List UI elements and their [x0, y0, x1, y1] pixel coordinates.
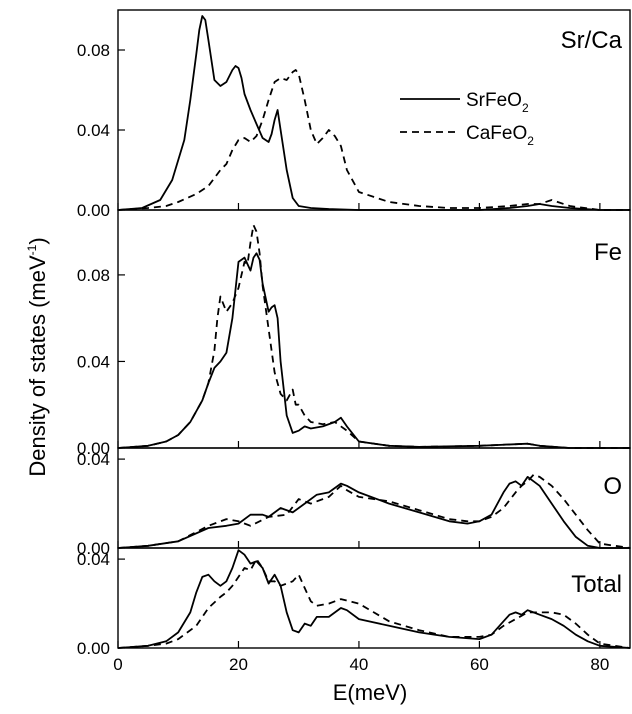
x-axis: 0 20 40 60 80 [113, 655, 609, 674]
panel-frame-sr-ca [117, 9, 631, 211]
series-line-dashed-o [117, 473, 631, 549]
series-line-dashed-sr-ca [117, 69, 630, 211]
panel-fe: 0.00 0.04 0.08 Fe [77, 209, 631, 458]
panel-o: 0.00 0.04 O [77, 447, 631, 558]
y-tick-label-fe: 0.04 [77, 352, 110, 371]
y-tick-label-o: 0.04 [77, 450, 110, 469]
panel-total: 0.00 0.04 Total [77, 547, 631, 658]
y-tick-label-fe: 0.08 [77, 266, 110, 285]
panel-frame-total [117, 547, 631, 649]
y-tick-label-sr-ca: 0.08 [77, 41, 110, 60]
panels-group: 0.000.040.08 Sr/Ca0.000.040.08Fe0.000.04O… [77, 9, 631, 658]
panel-label-o: O [603, 473, 622, 500]
series-line-solid-fe [117, 252, 630, 449]
legend-label-cafeo2: CaFeO2 [466, 123, 534, 148]
series-line-solid-sr-ca [117, 15, 630, 211]
series-line-dashed-total [117, 558, 631, 649]
x-tick-label: 0 [113, 655, 122, 674]
x-axis-title: E(meV) [333, 680, 408, 705]
y-tick-label-total: 0.00 [77, 639, 110, 658]
y-tick-label-o: 0.00 [77, 539, 110, 558]
y-tick-label-fe: 0.00 [77, 439, 110, 458]
panel-sr-ca: 0.00 0.04 0.08 Sr/Ca [77, 9, 631, 220]
panel-label-sr-ca: Sr/Ca [561, 27, 623, 54]
y-axis-title-close: ) [25, 237, 50, 244]
legend-label-srfeo2: SrFeO2 [466, 90, 529, 115]
y-axis-title: Density of states (meV-1) [25, 237, 50, 476]
y-tick-label-total: 0.04 [77, 550, 110, 569]
series-line-solid-o [117, 476, 630, 549]
x-tick-label: 40 [349, 655, 368, 674]
x-tick-label: 60 [470, 655, 489, 674]
legend: SrFeO2 CaFeO2 [400, 90, 534, 148]
y-tick-label-sr-ca: 0.00 [77, 201, 110, 220]
y-axis-title-text: Density of states (meV [25, 255, 50, 477]
panel-label-fe: Fe [594, 239, 622, 266]
x-tick-label: 80 [590, 655, 609, 674]
x-tick-label: 20 [229, 655, 248, 674]
y-axis-title-superscript: -1 [25, 244, 39, 255]
series-line-dashed-fe [117, 224, 630, 449]
panel-label-total: Total [571, 571, 622, 598]
series-line-solid-total [117, 549, 631, 649]
y-tick-label-sr-ca: 0.04 [77, 121, 110, 140]
